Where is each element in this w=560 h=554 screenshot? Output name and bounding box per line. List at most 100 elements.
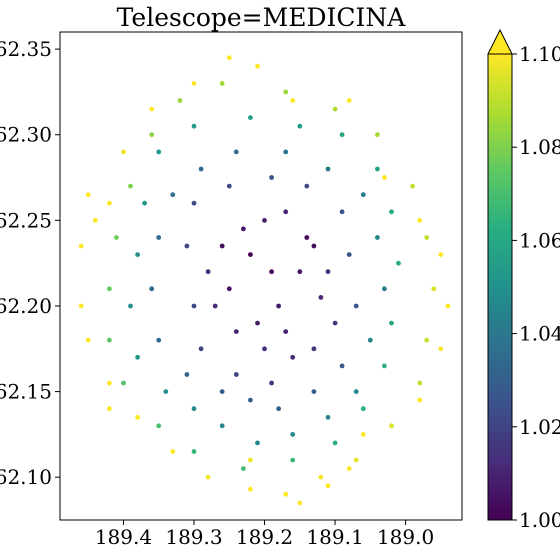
scatter-point bbox=[107, 286, 112, 292]
scatter-point bbox=[128, 183, 133, 189]
scatter-point bbox=[283, 329, 289, 334]
scatter-point bbox=[184, 243, 190, 249]
scatter-point bbox=[339, 363, 345, 369]
scatter-point bbox=[198, 166, 204, 172]
scatter-point bbox=[170, 449, 176, 454]
scatter-point bbox=[248, 397, 253, 403]
scatter-point bbox=[346, 466, 352, 471]
scatter-point bbox=[248, 486, 253, 492]
scatter-point bbox=[269, 175, 274, 180]
scatter-point bbox=[191, 303, 197, 309]
scatter-point bbox=[135, 414, 141, 420]
colorbar-tick-label: 1.10 bbox=[519, 42, 560, 66]
scatter-point bbox=[360, 192, 366, 198]
colorbar-tick-label: 1.00 bbox=[519, 508, 560, 532]
scatter-point bbox=[219, 389, 225, 394]
scatter-point bbox=[311, 389, 317, 394]
scatter-point bbox=[205, 474, 211, 480]
scatter-point bbox=[219, 81, 225, 86]
scatter-point bbox=[367, 337, 373, 343]
scatter-point bbox=[389, 423, 394, 429]
scatter-point bbox=[332, 440, 338, 446]
scatter-point bbox=[445, 303, 451, 309]
scatter-point bbox=[325, 414, 331, 420]
scatter-point bbox=[255, 63, 260, 69]
scatter-point bbox=[311, 346, 317, 352]
scatter-point bbox=[360, 432, 366, 437]
scatter-point bbox=[382, 175, 387, 180]
y-axis: 62.10 62.15 62.20 62.25 62.30 62.35 bbox=[0, 37, 60, 489]
colorbar-tick-label: 1.04 bbox=[519, 322, 560, 346]
scatter-point bbox=[332, 320, 338, 326]
scatter-point bbox=[339, 132, 345, 138]
scatter-point bbox=[226, 55, 232, 61]
x-tick-label: 189.4 bbox=[95, 525, 152, 549]
scatter-point bbox=[417, 397, 423, 403]
scatter-point bbox=[396, 260, 401, 266]
x-tick-label: 189.3 bbox=[165, 525, 222, 549]
scatter-point bbox=[163, 389, 169, 394]
scatter-point bbox=[375, 132, 380, 138]
scatter-point bbox=[318, 295, 324, 300]
scatter-point bbox=[276, 406, 281, 412]
scatter-point bbox=[353, 389, 359, 394]
colorbar-extend-arrow bbox=[487, 28, 513, 55]
colorbar-tick-label: 1.02 bbox=[519, 415, 560, 439]
scatter-point bbox=[121, 380, 126, 386]
scatter-point bbox=[325, 483, 331, 489]
scatter-point bbox=[226, 183, 232, 189]
scatter-point bbox=[241, 466, 246, 471]
scatter-point bbox=[78, 303, 84, 309]
points-layer bbox=[78, 55, 451, 506]
scatter-point bbox=[191, 123, 197, 129]
scatter-point bbox=[269, 269, 274, 275]
scatter-point bbox=[233, 149, 239, 155]
colorbar-gradient bbox=[487, 53, 513, 521]
scatter-point bbox=[170, 192, 176, 198]
scatter-point bbox=[149, 106, 155, 112]
scatter-point bbox=[346, 98, 352, 103]
scatter-point bbox=[128, 303, 133, 309]
scatter-point bbox=[191, 200, 197, 206]
scatter-point bbox=[382, 286, 387, 292]
scatter-point bbox=[184, 372, 190, 377]
colorbar-tick-label: 1.06 bbox=[519, 228, 560, 252]
scatter-point bbox=[290, 354, 296, 360]
scatter-point bbox=[346, 252, 352, 257]
scatter-point bbox=[255, 440, 260, 446]
scatter-point bbox=[318, 474, 324, 480]
scatter-point bbox=[353, 457, 359, 463]
scatter-point bbox=[114, 235, 119, 240]
scatter-point bbox=[156, 423, 162, 429]
scatter-point bbox=[360, 406, 366, 412]
y-tick-label: 62.30 bbox=[0, 123, 52, 147]
scatter-point bbox=[156, 235, 162, 240]
scatter-point bbox=[290, 432, 296, 437]
y-tick-label: 62.15 bbox=[0, 380, 52, 404]
y-tick-label: 62.20 bbox=[0, 294, 52, 318]
scatter-point bbox=[241, 226, 246, 232]
scatter-point bbox=[325, 269, 331, 275]
scatter-point bbox=[121, 149, 126, 155]
scatter-point bbox=[107, 406, 112, 412]
scatter-point bbox=[304, 235, 310, 240]
scatter-point bbox=[219, 243, 225, 249]
scatter-point bbox=[142, 200, 148, 206]
scatter-point bbox=[78, 243, 84, 249]
scatter-point bbox=[191, 449, 197, 454]
scatter-point bbox=[191, 81, 197, 86]
scatter-point bbox=[191, 406, 197, 412]
scatter-point bbox=[156, 149, 162, 155]
x-tick-label: 189.2 bbox=[236, 525, 293, 549]
colorbar-ticks: 1.00 1.02 1.04 1.06 1.08 1.10 bbox=[512, 42, 560, 532]
scatter-point bbox=[107, 200, 112, 206]
colorbar-tick-label: 1.08 bbox=[519, 135, 560, 159]
scatter-point bbox=[424, 337, 430, 343]
scatter-point bbox=[226, 286, 232, 292]
scatter-point bbox=[375, 235, 380, 240]
scatter-point bbox=[332, 106, 338, 112]
scatter-point bbox=[353, 303, 359, 309]
plot-frame bbox=[59, 31, 463, 521]
chart-title: Telescope=MEDICINA bbox=[117, 3, 407, 32]
